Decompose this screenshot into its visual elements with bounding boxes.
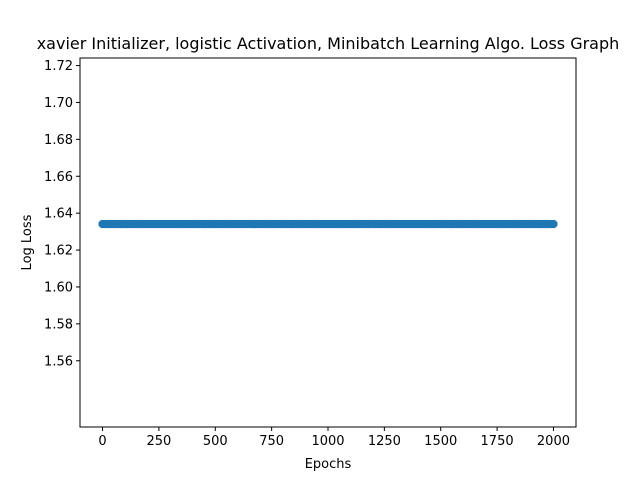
x-tick-label: 500 xyxy=(203,434,228,449)
y-tick-label: 1.58 xyxy=(44,317,73,332)
y-axis-ticks: 1.56 1.58 1.60 1.62 1.64 1.66 1.68 1.70 1.72 xyxy=(44,59,80,369)
data-point xyxy=(549,219,558,229)
chart-title: xavier Initializer, logistic Activation,… xyxy=(37,34,620,53)
x-tick-label: 1000 xyxy=(311,434,344,449)
y-tick-label: 1.70 xyxy=(44,96,73,111)
x-axis-ticks: 0 250 500 750 1000 1250 1500 1750 2000 xyxy=(98,427,570,449)
x-tick-label: 0 xyxy=(98,434,106,449)
x-tick-label: 250 xyxy=(146,434,171,449)
y-tick-label: 1.68 xyxy=(44,133,73,148)
y-axis-label: Log Loss xyxy=(20,214,35,270)
x-tick-label: 1250 xyxy=(368,434,401,449)
y-tick-label: 1.62 xyxy=(44,244,73,259)
y-tick-label: 1.60 xyxy=(44,280,73,295)
x-tick-label: 750 xyxy=(259,434,284,449)
x-tick-label: 1750 xyxy=(481,434,514,449)
y-tick-label: 1.56 xyxy=(44,354,73,369)
data-points xyxy=(98,219,558,229)
x-axis-label: Epochs xyxy=(305,457,352,472)
x-tick-label: 2000 xyxy=(537,434,570,449)
x-tick-label: 1500 xyxy=(424,434,457,449)
y-tick-label: 1.66 xyxy=(44,170,73,185)
y-tick-label: 1.64 xyxy=(44,207,73,222)
y-tick-label: 1.72 xyxy=(44,59,73,74)
